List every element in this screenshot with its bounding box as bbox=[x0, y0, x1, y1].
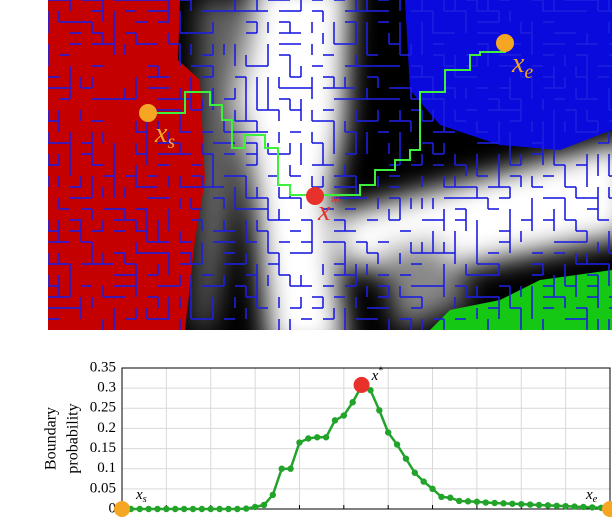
data-point bbox=[429, 486, 435, 492]
data-point bbox=[545, 502, 551, 508]
image-label-subscript: e bbox=[524, 62, 533, 83]
data-point bbox=[243, 505, 249, 511]
marker-label-subscript: e bbox=[593, 494, 598, 505]
data-point bbox=[190, 506, 196, 512]
data-point bbox=[145, 506, 151, 512]
data-point bbox=[172, 506, 178, 512]
y-tick-label: 0.35 bbox=[90, 359, 116, 375]
segmentation-image bbox=[48, 0, 612, 350]
data-point bbox=[314, 434, 320, 440]
data-point bbox=[385, 429, 391, 435]
data-point bbox=[491, 500, 497, 506]
data-point bbox=[465, 498, 471, 504]
data-point bbox=[412, 470, 418, 476]
marker-label-subscript: s bbox=[143, 494, 147, 505]
data-point bbox=[216, 506, 222, 512]
data-point bbox=[562, 503, 568, 509]
series-line bbox=[122, 386, 610, 509]
data-point bbox=[403, 455, 409, 461]
data-point bbox=[509, 501, 515, 507]
data-point bbox=[456, 498, 462, 504]
marker-label: xe bbox=[585, 487, 598, 505]
data-point bbox=[376, 407, 382, 413]
image-label-text: x bbox=[154, 118, 168, 149]
marker-label: xs bbox=[135, 487, 147, 505]
data-point bbox=[518, 501, 524, 507]
marker-label-superscript: * bbox=[378, 366, 383, 377]
data-point bbox=[580, 504, 586, 510]
data-point bbox=[270, 492, 276, 498]
data-point bbox=[571, 503, 577, 509]
data-point bbox=[536, 502, 542, 508]
data-point bbox=[474, 499, 480, 505]
data-point bbox=[208, 506, 214, 512]
y-tick-label: 0.2 bbox=[97, 420, 116, 436]
marker-label: x* bbox=[371, 366, 384, 384]
data-point bbox=[341, 412, 347, 418]
highlight-marker bbox=[354, 377, 370, 393]
y-tick-label: 0.25 bbox=[90, 400, 116, 416]
data-point bbox=[234, 506, 240, 512]
data-point bbox=[154, 506, 160, 512]
data-point bbox=[279, 466, 285, 472]
data-point bbox=[296, 439, 302, 445]
data-point bbox=[199, 506, 205, 512]
data-point bbox=[332, 417, 338, 423]
data-point bbox=[252, 504, 258, 510]
data-point bbox=[181, 506, 187, 512]
y-axis-label: Boundary bbox=[43, 407, 60, 470]
highlight-marker bbox=[602, 501, 612, 517]
y-tick-label: 0.15 bbox=[90, 440, 116, 456]
image-label-text: x bbox=[511, 48, 525, 79]
highlight-marker bbox=[114, 501, 130, 517]
image-label-text: x bbox=[317, 196, 331, 227]
figure: xsxex* 00.050.10.150.20.250.30.35Boundar… bbox=[0, 0, 612, 522]
data-point bbox=[137, 506, 143, 512]
data-point bbox=[483, 499, 489, 505]
data-point bbox=[225, 506, 231, 512]
data-point bbox=[438, 494, 444, 500]
y-tick-label: 0.1 bbox=[97, 460, 116, 476]
data-point bbox=[323, 434, 329, 440]
data-point bbox=[527, 501, 533, 507]
page: {"image": {"labels": [ {"text": "x", "su… bbox=[0, 0, 612, 522]
data-point bbox=[287, 466, 293, 472]
y-tick-label: 0.3 bbox=[97, 380, 116, 396]
image-label-superscript: * bbox=[330, 193, 340, 214]
data-point bbox=[305, 435, 311, 441]
image-label-subscript: s bbox=[167, 132, 175, 153]
y-axis-label: probability bbox=[65, 403, 82, 473]
data-point bbox=[554, 503, 560, 509]
data-point bbox=[163, 506, 169, 512]
data-point bbox=[500, 500, 506, 506]
data-point bbox=[420, 478, 426, 484]
data-point bbox=[447, 495, 453, 501]
y-tick-label: 0.05 bbox=[90, 480, 116, 496]
data-point bbox=[349, 399, 355, 405]
data-point bbox=[261, 502, 267, 508]
data-point bbox=[394, 441, 400, 447]
